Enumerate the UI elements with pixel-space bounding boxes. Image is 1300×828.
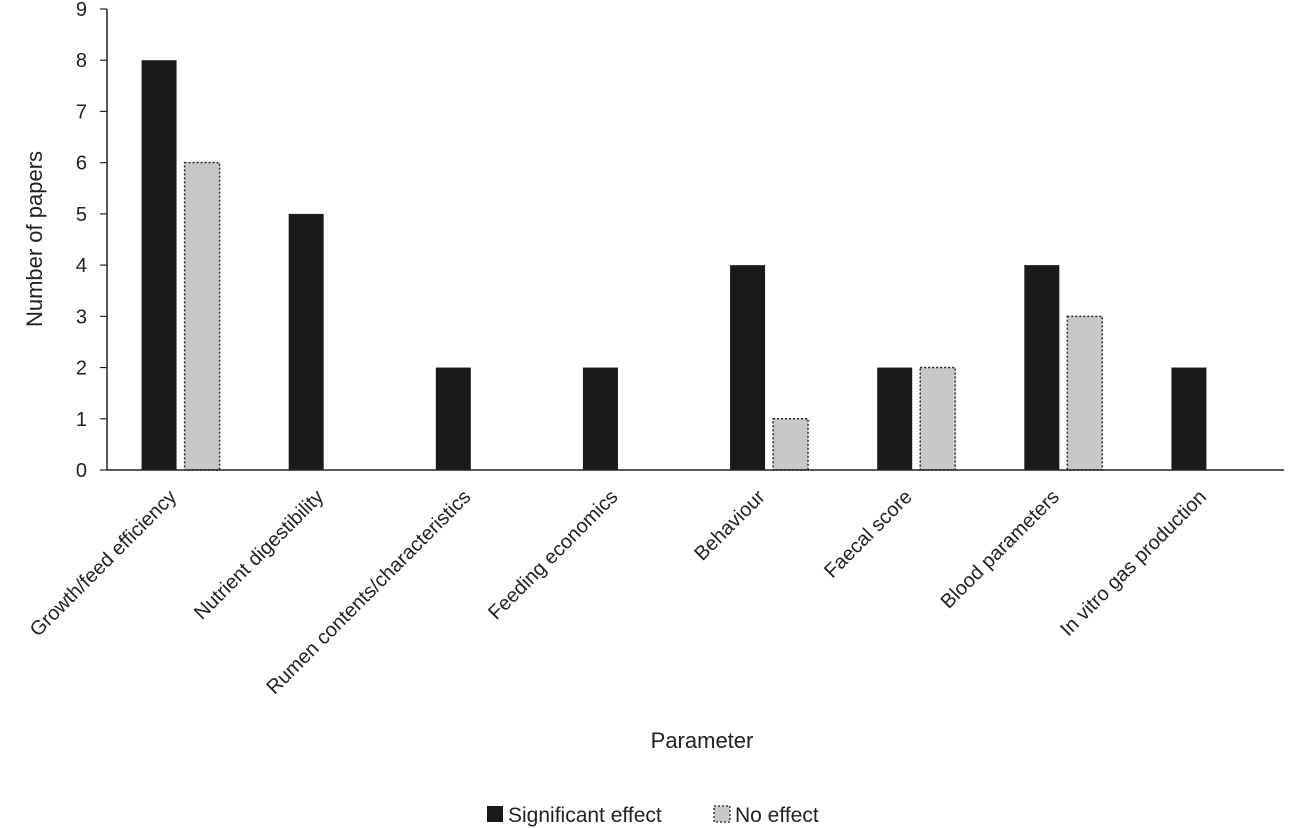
bar-significant-effect-behaviour [730,265,766,470]
y-tick-label: 1 [76,409,87,431]
y-axis-ticks: 0 1 2 3 4 5 6 7 8 9 [76,0,107,482]
y-tick-label: 2 [76,358,87,380]
x-category-label: Faecal score [820,486,917,583]
bar-no-effect-behaviour [772,418,809,471]
y-tick-label: 4 [76,255,87,277]
bar-significant-effect-growth-feed-efficiency [141,60,177,470]
x-category-label: Nutrient digestibility [190,486,328,624]
legend-swatch-significant-effect [487,806,503,822]
x-category-label: Behaviour [690,486,769,565]
x-category-label: Blood parameters [937,486,1064,613]
y-tick-label: 9 [76,0,87,21]
bar-significant-effect-nutrient-digestibility [288,213,324,470]
bar-significant-effect-faecal-score [877,367,913,470]
bar-no-effect-faecal-score [919,366,956,471]
legend: Significant effect No effect [487,804,819,827]
x-axis-title: Parameter [651,728,754,753]
bar-significant-effect-rumen-contents-characteristics [435,367,471,470]
bar-significant-effect-feeding-economics [582,367,618,470]
y-tick-label: 8 [76,50,87,72]
x-axis-category-labels: Growth/feed efficiency Nutrient digestibi… [26,486,1211,699]
bar-significant-effect-blood-parameters [1024,265,1060,470]
y-tick-label: 3 [76,306,87,328]
legend-swatch-no-effect [713,805,731,823]
x-category-label: In vitro gas production [1056,486,1211,641]
bar-no-effect-growth-feed-efficiency [183,161,221,471]
y-tick-label: 7 [76,101,87,123]
bar-significant-effect-in-vitro-gas-production [1171,367,1207,470]
y-tick-label: 0 [76,460,87,482]
x-category-label: Growth/feed efficiency [26,486,181,641]
legend-label-no-effect: No effect [735,804,819,827]
x-category-label: Feeding economics [484,486,622,624]
legend-label-significant-effect: Significant effect [508,804,662,827]
y-tick-label: 6 [76,153,87,175]
y-axis-title: Number of papers [22,151,47,327]
bar-no-effect-blood-parameters [1066,315,1104,471]
y-tick-label: 5 [76,204,87,226]
bar-series [141,60,1207,471]
